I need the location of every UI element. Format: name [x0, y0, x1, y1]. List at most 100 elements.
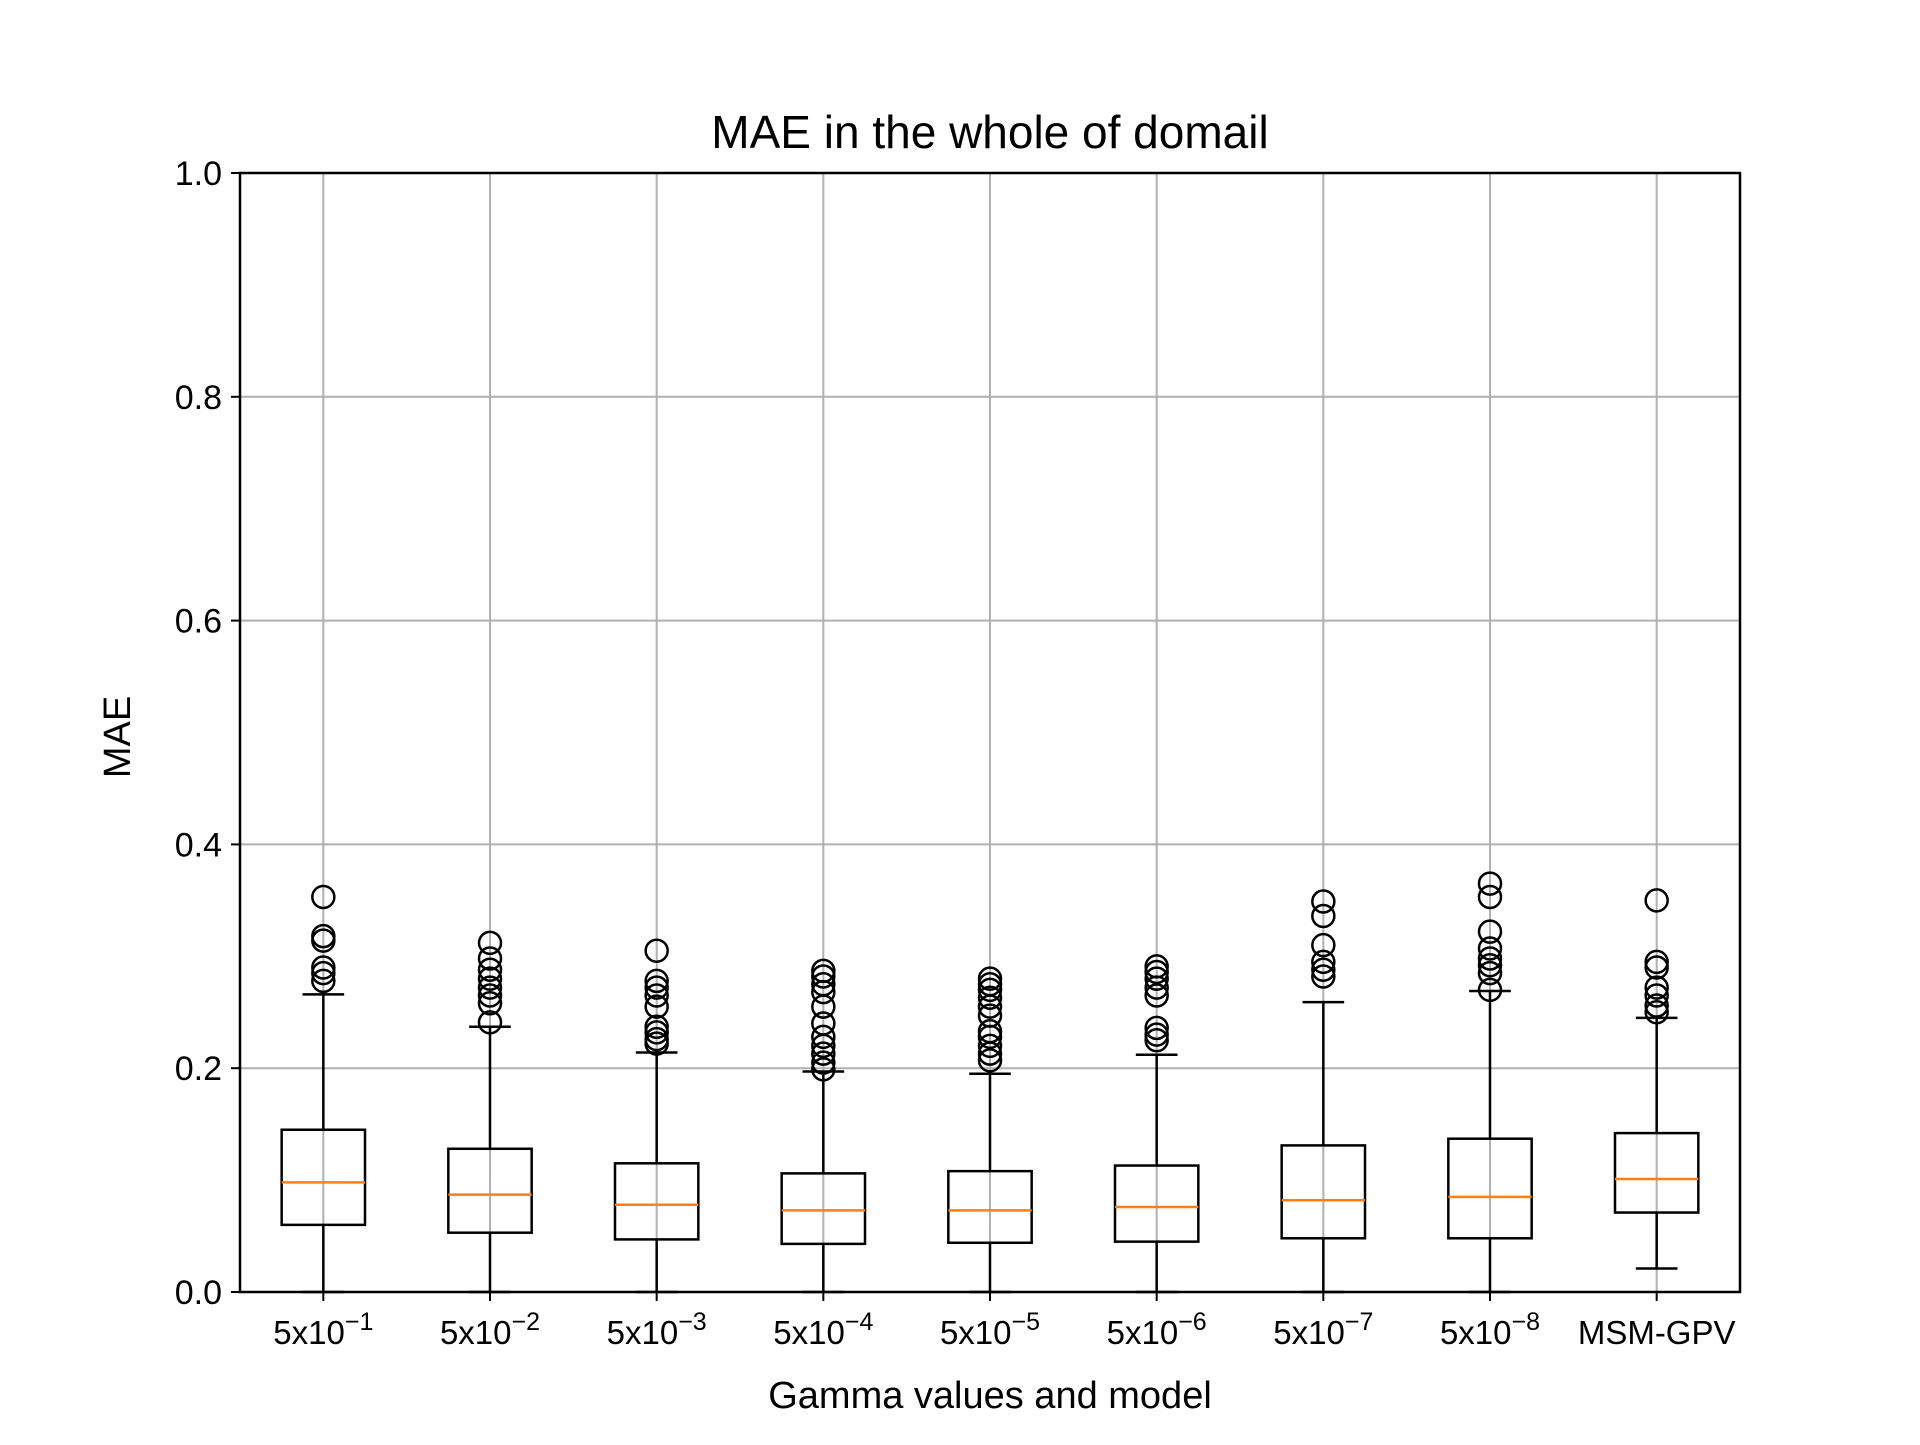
outlier-point	[1311, 957, 1336, 982]
x-tick-label: 5x10−8	[1440, 1308, 1540, 1351]
outlier-point	[811, 964, 836, 989]
box-group	[780, 958, 867, 1294]
outlier-point	[811, 1057, 836, 1082]
y-axis-label: MAE	[97, 696, 139, 778]
box-iqr	[613, 1162, 700, 1241]
outlier-point	[477, 946, 503, 971]
box-layer	[280, 871, 1700, 1294]
box-iqr	[947, 1169, 1033, 1245]
x-tick-label: 5x10−5	[940, 1308, 1040, 1351]
outlier-point	[977, 1033, 1003, 1059]
outlier-point	[811, 1041, 836, 1066]
outlier-point	[1144, 983, 1169, 1008]
outlier-point	[811, 1011, 836, 1036]
box-group	[947, 966, 1033, 1294]
box-iqr	[1280, 1144, 1367, 1240]
outlier-point	[311, 923, 336, 949]
box-iqr	[1113, 1164, 1200, 1243]
outlier-point	[1477, 977, 1503, 1003]
box-iqr	[780, 1172, 867, 1246]
outlier-point	[977, 966, 1003, 991]
outlier-point	[811, 972, 836, 997]
outlier-point	[1644, 983, 1669, 1008]
outlier-point	[311, 884, 336, 910]
y-tick-label: 1.0	[175, 155, 222, 193]
outlier-point	[477, 930, 503, 956]
outlier-point	[1644, 955, 1669, 980]
x-tick-label: 5x10−2	[440, 1308, 540, 1351]
outlier-point	[644, 938, 669, 963]
x-tick-exponent: −1	[345, 1308, 374, 1336]
x-tick-exponent: −8	[1512, 1308, 1541, 1336]
box-iqr	[447, 1147, 533, 1234]
chart-title: MAE in the whole of domail	[711, 106, 1268, 158]
outlier-point	[1144, 959, 1169, 985]
outlier-point	[811, 1024, 836, 1050]
outlier-point	[477, 1010, 503, 1035]
outlier-point	[1644, 993, 1669, 1018]
outlier-point	[644, 1014, 669, 1040]
outlier-point	[977, 1003, 1003, 1028]
box-iqr	[1447, 1137, 1533, 1240]
outlier-point	[477, 966, 503, 991]
outlier-point	[1644, 1000, 1669, 1025]
outlier-point	[1311, 903, 1336, 929]
x-tick-exponent: −6	[1178, 1308, 1207, 1336]
box-group	[280, 884, 367, 1294]
tick-layer: 5x10−1 5x10−2 5x10−3 5x10−4 5x10−5 5x10−6 5x10…	[175, 155, 1736, 1351]
outlier-point	[1477, 919, 1503, 944]
outlier-point	[311, 960, 336, 986]
outlier-point	[477, 991, 503, 1016]
outlier-point	[1644, 949, 1669, 975]
y-tick-label: 0.6	[175, 603, 222, 641]
outlier-point	[977, 1048, 1003, 1073]
outlier-point	[1477, 936, 1503, 961]
x-tick-exponent: −7	[1345, 1308, 1374, 1336]
outlier-point	[977, 972, 1003, 997]
outlier-point	[1311, 889, 1336, 914]
x-tick-label: MSM-GPV	[1578, 1314, 1736, 1351]
outlier-point	[1477, 946, 1503, 971]
x-tick-exponent: −4	[845, 1308, 874, 1336]
x-tick-label: 5x10−4	[773, 1308, 873, 1351]
outlier-point	[477, 983, 503, 1008]
outlier-point	[477, 957, 503, 982]
y-tick-label: 0.0	[175, 1274, 222, 1312]
outlier-point	[1311, 932, 1336, 958]
outlier-point	[311, 955, 336, 980]
box-group	[1613, 888, 1700, 1270]
outlier-point	[1311, 949, 1336, 975]
outlier-point	[1144, 966, 1169, 991]
box-group	[447, 930, 533, 1294]
y-tick-label: 0.4	[175, 826, 222, 864]
outlier-point	[644, 994, 669, 1019]
outlier-point	[644, 983, 669, 1008]
x-tick-exponent: −3	[678, 1308, 707, 1336]
outlier-point	[1644, 888, 1669, 913]
outlier-point	[311, 968, 336, 994]
outlier-point	[1144, 1027, 1169, 1053]
x-tick-label: 5x10−7	[1273, 1308, 1373, 1351]
outlier-point	[477, 975, 503, 1000]
outlier-point	[1311, 964, 1336, 989]
outlier-point	[1477, 871, 1503, 896]
outlier-point	[1644, 975, 1669, 1000]
outlier-point	[1477, 960, 1503, 986]
outlier-point	[644, 1020, 669, 1045]
x-tick-exponent: −5	[1012, 1308, 1041, 1336]
box-group	[613, 938, 700, 1294]
outlier-point	[644, 1026, 669, 1052]
x-tick-exponent: −2	[512, 1308, 541, 1336]
outlier-point	[1144, 1022, 1169, 1047]
x-tick-label: 5x10−6	[1107, 1308, 1207, 1351]
box-iqr	[280, 1128, 367, 1227]
box-group	[1280, 889, 1367, 1294]
outlier-point	[644, 968, 669, 994]
outlier-point	[977, 985, 1003, 1010]
y-tick-label: 0.8	[175, 379, 222, 417]
box-group	[1113, 954, 1200, 1294]
outlier-point	[977, 1019, 1003, 1044]
outlier-point	[811, 1050, 836, 1075]
